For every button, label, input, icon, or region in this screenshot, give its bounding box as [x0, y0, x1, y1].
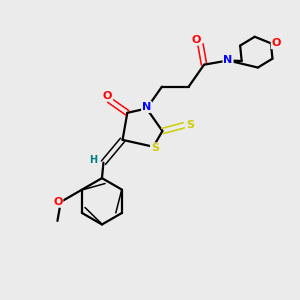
Text: H: H — [89, 155, 97, 165]
Text: S: S — [186, 120, 194, 130]
Text: N: N — [224, 56, 233, 65]
Text: O: O — [103, 91, 112, 100]
Text: S: S — [151, 143, 159, 153]
Text: N: N — [142, 102, 151, 112]
Text: O: O — [191, 35, 201, 45]
Text: O: O — [53, 197, 62, 207]
Text: O: O — [272, 38, 281, 48]
